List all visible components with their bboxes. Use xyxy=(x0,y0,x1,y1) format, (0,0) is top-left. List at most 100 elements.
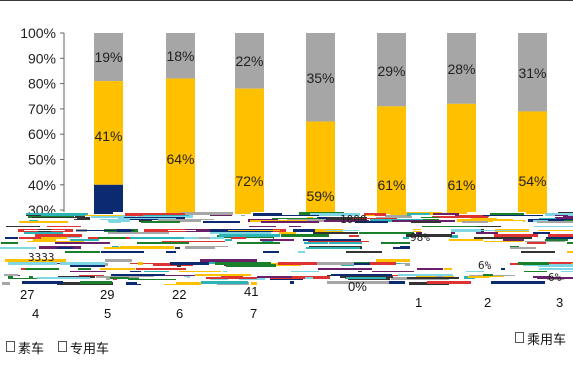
glitch-text: 3333 xyxy=(28,251,55,264)
bottom-label-3: 22 xyxy=(172,287,187,302)
glitch-strip xyxy=(382,264,405,267)
glitch-strip xyxy=(166,251,176,253)
glitch-strip xyxy=(172,229,232,232)
glitch-strip xyxy=(545,239,568,241)
glitch-strip xyxy=(261,221,319,223)
glitch-strip xyxy=(546,237,573,239)
glitch-strip xyxy=(518,262,549,265)
glitch-strip xyxy=(57,247,73,249)
glitch-strip xyxy=(398,241,448,242)
glitch-strip xyxy=(359,232,414,234)
glitch-strip xyxy=(262,241,273,242)
glitch-strip xyxy=(416,232,422,234)
glitch-strip xyxy=(160,259,196,262)
glitch-strip xyxy=(471,230,529,231)
glitch-strip xyxy=(130,271,141,272)
glitch-strip xyxy=(185,246,228,249)
glitch-strip xyxy=(433,213,459,216)
glitch-strip xyxy=(281,234,329,237)
glitch-strip xyxy=(449,239,483,241)
glitch-strip xyxy=(93,234,129,237)
glitch-strip xyxy=(524,271,547,272)
glitch-strip xyxy=(70,264,105,267)
glitch-strip xyxy=(376,259,432,262)
glitch-strip xyxy=(182,226,242,227)
glitch-strip xyxy=(469,275,526,276)
glitch-strip xyxy=(104,247,134,249)
glitch-strip xyxy=(180,212,233,215)
glitch-strip xyxy=(453,268,491,270)
glitch-strip xyxy=(32,219,74,222)
glitch-strip xyxy=(98,237,126,239)
glitch-strip xyxy=(173,241,225,242)
glitch-strip xyxy=(33,239,56,241)
bar-segment-middle xyxy=(235,88,264,214)
y-tick-label: 80% xyxy=(28,76,56,92)
glitch-strip xyxy=(226,268,281,270)
glitch-strip xyxy=(466,271,484,272)
bar-segment-middle xyxy=(518,111,547,214)
y-tick-label: 70% xyxy=(28,101,56,117)
glitch-strip xyxy=(561,271,573,272)
glitch-strip xyxy=(346,251,382,253)
glitch-strip xyxy=(76,275,104,276)
glitch-strip xyxy=(524,259,549,262)
glitch-strip xyxy=(19,221,68,223)
glitch-text: 6% xyxy=(548,271,562,284)
glitch-strip xyxy=(177,264,181,267)
data-label-middle: 61% xyxy=(377,177,405,193)
glitch-strip xyxy=(494,237,532,239)
glitch-strip xyxy=(210,232,271,234)
glitch-strip xyxy=(28,215,74,218)
glitch-strip xyxy=(138,234,190,237)
glitch-strip xyxy=(279,232,296,234)
glitch-strip xyxy=(144,271,169,272)
glitch-strip xyxy=(101,251,144,253)
data-label-middle: 64% xyxy=(166,151,194,167)
glitch-strip xyxy=(288,282,320,285)
glitch-strip xyxy=(219,234,280,237)
glitch-strip xyxy=(76,230,134,231)
glitch-strip xyxy=(70,271,106,272)
glitch-strip xyxy=(184,276,190,278)
glitch-strip xyxy=(555,215,568,216)
glitch-strip xyxy=(203,221,240,223)
glitch-strip xyxy=(125,213,185,216)
glitch-strip xyxy=(65,251,100,253)
glitch-strip xyxy=(346,277,386,279)
bars-group xyxy=(94,33,547,214)
data-label-top: 28% xyxy=(447,61,475,77)
glitch-strip xyxy=(534,226,573,227)
glitch-strip xyxy=(318,268,372,270)
glitch-strip xyxy=(185,251,222,253)
bar-segment-bottom xyxy=(94,184,123,214)
bar-segment-top xyxy=(306,33,335,122)
glitch-strip xyxy=(417,268,443,270)
bar-segment-middle xyxy=(447,103,476,214)
glitch-strip xyxy=(94,241,154,242)
glitch-strip xyxy=(199,237,210,239)
glitch-strip xyxy=(158,219,214,222)
glitch-strip xyxy=(567,251,573,253)
legend-swatch-a xyxy=(6,341,15,352)
glitch-strip xyxy=(471,218,497,219)
bottom-label-1: 27 xyxy=(20,287,35,302)
glitch-strip xyxy=(253,213,282,216)
glitch-strip xyxy=(527,242,546,244)
glitch-strip xyxy=(537,221,573,223)
legend-swatch-b xyxy=(58,341,67,352)
glitch-strip xyxy=(91,215,136,218)
glitch-strip xyxy=(389,281,405,284)
glitch-strip xyxy=(55,242,110,244)
glitch-strip xyxy=(274,237,323,239)
glitch-strip xyxy=(317,262,354,265)
bar-segment-top xyxy=(235,33,264,89)
glitch-strip xyxy=(130,237,184,239)
glitch-strip xyxy=(8,262,57,265)
glitch-strip xyxy=(141,221,180,223)
glitch-strip xyxy=(539,218,556,219)
glitch-strip xyxy=(125,235,140,238)
glitch-strip xyxy=(11,212,27,215)
glitch-strip xyxy=(537,277,573,279)
glitch-strip xyxy=(130,263,193,266)
